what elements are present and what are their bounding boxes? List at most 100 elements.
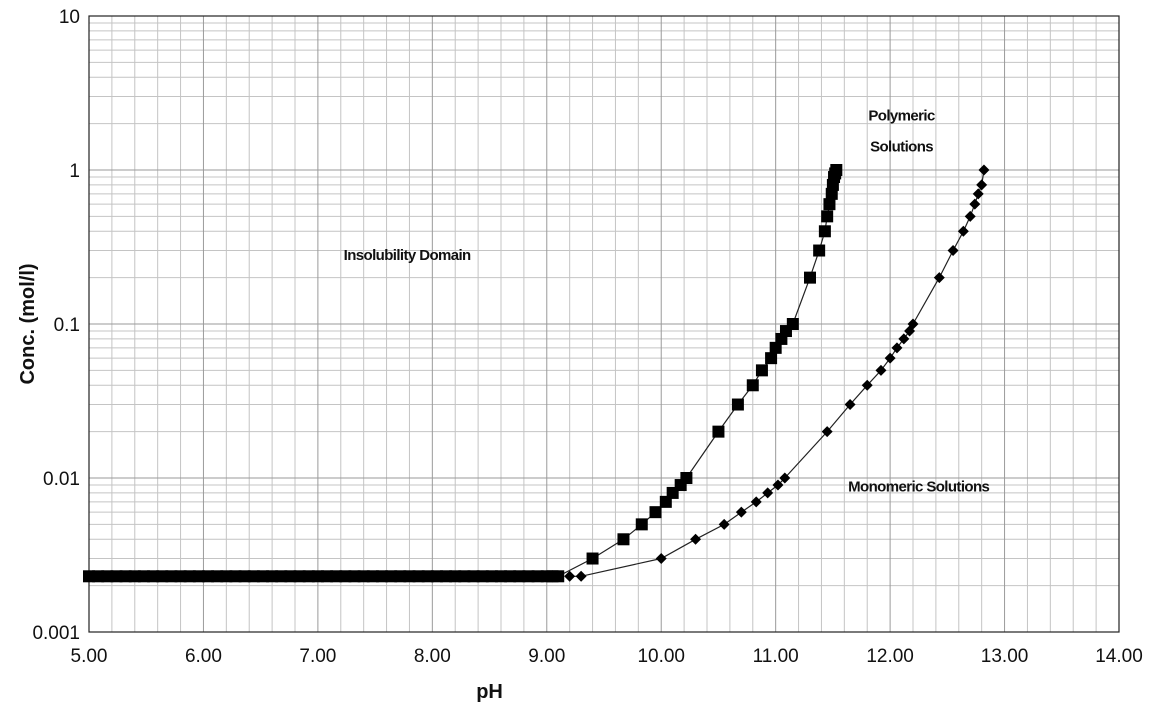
square-marker <box>712 425 725 438</box>
square-marker <box>394 570 407 583</box>
square-marker <box>449 570 462 583</box>
square-marker <box>635 518 648 531</box>
diamond-marker <box>933 272 945 284</box>
square-marker <box>119 570 132 583</box>
square-marker <box>823 198 836 211</box>
square-marker <box>513 570 526 583</box>
square-marker <box>522 570 535 583</box>
square-marker <box>821 210 834 223</box>
diamond-marker <box>972 188 984 200</box>
square-marker <box>110 570 123 583</box>
diamond-marker <box>735 506 747 518</box>
square-marker <box>229 570 242 583</box>
square-marker <box>174 570 187 583</box>
y-axis-title: Conc. (mol/l) <box>17 263 39 384</box>
annotation-label: Polymeric <box>868 107 935 124</box>
plot-area-frame <box>88 15 1120 633</box>
square-marker <box>220 570 233 583</box>
square-marker <box>746 379 759 392</box>
diamond-marker <box>884 352 896 364</box>
square-marker <box>357 570 370 583</box>
square-marker <box>375 570 388 583</box>
diamond-marker <box>891 342 903 354</box>
diamond-marker <box>875 364 887 376</box>
y-tick-label: 0.1 <box>54 315 80 336</box>
square-marker <box>786 318 799 330</box>
x-tick-label: 8.00 <box>414 646 451 667</box>
square-marker <box>495 570 507 583</box>
square-marker <box>421 570 434 583</box>
square-marker <box>321 570 334 583</box>
square-marker <box>385 570 398 583</box>
y-tick-label: 0.01 <box>43 469 80 490</box>
square-marker <box>284 570 297 583</box>
square-marker <box>256 570 269 583</box>
square-marker <box>586 552 599 565</box>
square-marker <box>293 570 306 583</box>
x-axis-title: pH <box>476 681 503 703</box>
square-marker <box>128 570 141 583</box>
diamond-marker <box>976 179 988 191</box>
square-marker <box>83 570 95 583</box>
diamond-marker <box>898 333 910 345</box>
square-marker <box>247 570 260 583</box>
annotation-label: Monomeric Solutions <box>848 478 989 495</box>
diamond-marker <box>772 479 784 491</box>
square-marker <box>430 570 443 583</box>
diamond-marker <box>821 426 833 438</box>
x-tick-label: 6.00 <box>185 646 222 667</box>
square-marker <box>275 570 288 583</box>
square-marker <box>101 570 114 583</box>
diamond-marker <box>957 225 969 237</box>
square-marker <box>755 364 768 377</box>
x-tick-label: 9.00 <box>528 646 565 667</box>
diamond-marker <box>907 318 919 330</box>
square-marker <box>458 570 471 583</box>
y-tick-label: 1 <box>69 161 80 182</box>
y-tick-label: 0.001 <box>32 623 80 644</box>
square-marker <box>731 398 744 411</box>
square-marker <box>504 570 517 583</box>
square-marker <box>156 570 169 583</box>
diamond-marker <box>690 533 702 545</box>
diamond-marker <box>861 379 873 391</box>
diamond-marker <box>978 164 990 176</box>
diamond-marker <box>564 570 576 582</box>
square-marker <box>330 570 343 583</box>
square-marker <box>348 570 361 583</box>
x-tick-label: 10.00 <box>637 646 685 667</box>
square-marker <box>137 570 150 583</box>
y-tick-label: 10 <box>59 7 80 28</box>
square-marker <box>412 570 425 583</box>
diamond-marker <box>750 496 762 508</box>
square-marker <box>818 225 831 238</box>
square-marker <box>311 570 324 583</box>
annotations: Insolubility Domain Polymeric Solutions Mon… <box>344 107 990 495</box>
square-marker <box>467 570 480 583</box>
square-marker <box>183 570 196 583</box>
x-tick-label: 14.00 <box>1095 646 1143 667</box>
diamond-marker <box>844 399 856 411</box>
y-tick-labels: 0.001 0.01 0.1 1 10 <box>32 7 80 644</box>
diamond-marker <box>718 518 730 530</box>
diamond-marker <box>575 570 587 582</box>
square-marker <box>765 352 778 365</box>
square-marker <box>485 570 498 583</box>
square-marker <box>202 570 215 583</box>
square-marker <box>366 570 379 583</box>
square-marker <box>813 244 826 257</box>
square-marker <box>476 570 489 583</box>
x-tick-label: 7.00 <box>299 646 336 667</box>
x-tick-label: 13.00 <box>981 646 1029 667</box>
square-marker <box>266 570 279 583</box>
square-marker <box>649 506 662 519</box>
square-marker <box>804 271 816 284</box>
annotation-label: Insolubility Domain <box>344 247 471 264</box>
diamond-marker <box>969 198 981 210</box>
square-marker <box>531 570 544 583</box>
square-marker <box>830 164 843 176</box>
square-marker <box>165 570 178 583</box>
square-marker <box>403 570 416 583</box>
diamond-marker <box>762 487 774 499</box>
